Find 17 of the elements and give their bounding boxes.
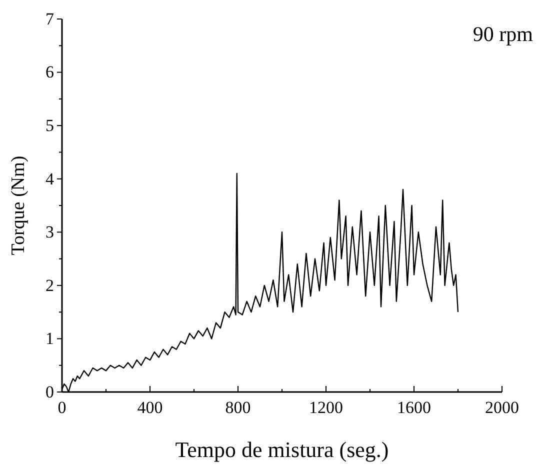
x-tick-label: 400: [137, 398, 163, 418]
y-tick-label: 6: [46, 62, 54, 82]
y-tick-label: 3: [46, 222, 54, 242]
x-axis-title: Tempo de mistura (seg.): [175, 437, 389, 462]
y-tick-label: 5: [46, 116, 54, 136]
x-tick-label: 2000: [485, 398, 519, 418]
y-tick-label: 0: [46, 382, 54, 402]
y-axis-title: Torque (Nm): [8, 156, 29, 256]
y-tick-label: 1: [46, 329, 54, 348]
x-tick-label: 800: [225, 398, 251, 418]
y-tick-label: 4: [46, 169, 54, 188]
x-tick-label: 1600: [397, 398, 431, 418]
y-tick-label: 2: [46, 276, 54, 295]
y-tick-label: 7: [46, 9, 54, 28]
annotation: 90 rpm: [472, 22, 533, 46]
x-tick-label: 0: [58, 398, 66, 418]
x-tick-label: 1200: [309, 398, 343, 418]
